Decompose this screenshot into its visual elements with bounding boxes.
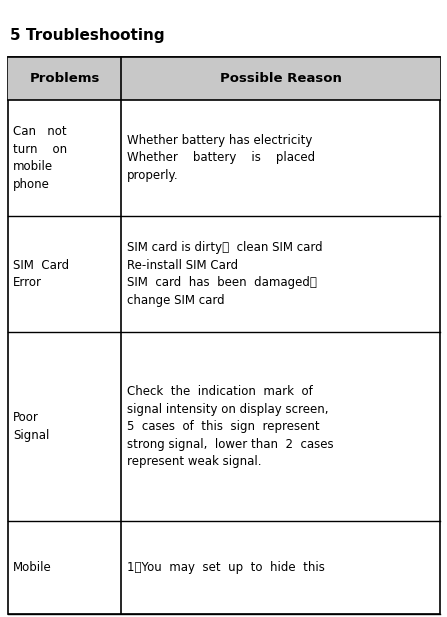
Text: Poor
Signal: Poor Signal	[13, 412, 50, 442]
Text: Can   not
turn    on
mobile
phone: Can not turn on mobile phone	[13, 125, 67, 191]
Text: SIM card is dirty，  clean SIM card
Re-install SIM Card
SIM  card  has  been  dam: SIM card is dirty， clean SIM card Re-ins…	[127, 241, 323, 307]
Text: SIM  Card
Error: SIM Card Error	[13, 259, 69, 289]
Text: Mobile: Mobile	[13, 561, 52, 574]
Text: Problems: Problems	[30, 72, 100, 85]
Text: 5 Troubleshooting: 5 Troubleshooting	[10, 28, 164, 43]
Text: Check  the  indication  mark  of
signal intensity on display screen,
5  cases  o: Check the indication mark of signal inte…	[127, 385, 334, 468]
Text: 1、You  may  set  up  to  hide  this: 1、You may set up to hide this	[127, 561, 325, 574]
Text: Whether battery has electricity
Whether    battery    is    placed
properly.: Whether battery has electricity Whether …	[127, 134, 316, 182]
Text: Possible Reason: Possible Reason	[220, 72, 342, 85]
Bar	[8, 57, 440, 100]
